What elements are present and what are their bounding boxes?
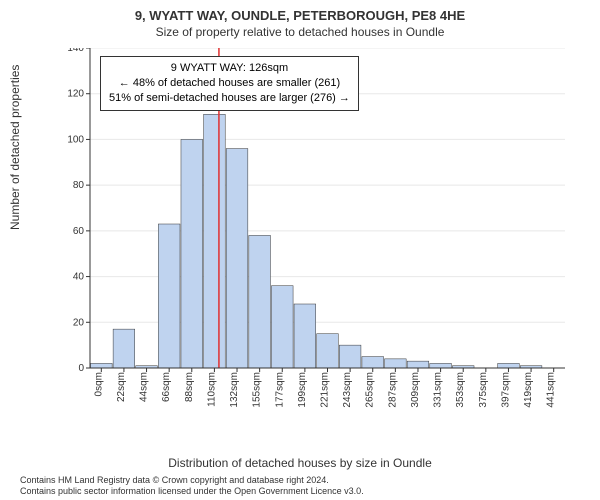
- svg-text:155sqm: 155sqm: [252, 372, 263, 408]
- bar: [91, 363, 113, 368]
- svg-text:353sqm: 353sqm: [455, 372, 466, 408]
- svg-text:397sqm: 397sqm: [500, 372, 511, 408]
- bar: [362, 357, 384, 368]
- svg-text:60: 60: [73, 226, 85, 237]
- svg-text:100: 100: [67, 134, 84, 145]
- chart-container: 9, WYATT WAY, OUNDLE, PETERBOROUGH, PE8 …: [0, 0, 600, 500]
- x-axis-label: Distribution of detached houses by size …: [0, 456, 600, 470]
- bar: [294, 304, 316, 368]
- svg-text:66sqm: 66sqm: [161, 372, 172, 402]
- annotation-line2: ← 48% of detached houses are smaller (26…: [109, 76, 350, 91]
- svg-text:44sqm: 44sqm: [139, 372, 150, 402]
- bar: [407, 361, 429, 368]
- svg-text:88sqm: 88sqm: [184, 372, 195, 402]
- svg-text:419sqm: 419sqm: [523, 372, 534, 408]
- bar: [181, 139, 203, 368]
- svg-text:20: 20: [73, 317, 85, 328]
- bar: [339, 345, 361, 368]
- svg-text:0sqm: 0sqm: [93, 372, 104, 396]
- footer-line1: Contains HM Land Registry data © Crown c…: [20, 475, 364, 487]
- bar: [317, 334, 339, 368]
- annotation-line3: 51% of semi-detached houses are larger (…: [109, 91, 350, 106]
- svg-text:132sqm: 132sqm: [229, 372, 240, 408]
- svg-text:22sqm: 22sqm: [116, 372, 127, 402]
- svg-text:177sqm: 177sqm: [274, 372, 285, 408]
- bar: [385, 359, 407, 368]
- bar: [271, 286, 293, 368]
- svg-text:375sqm: 375sqm: [478, 372, 489, 408]
- svg-text:110sqm: 110sqm: [206, 372, 217, 407]
- annotation-line1: 9 WYATT WAY: 126sqm: [109, 61, 350, 76]
- svg-text:80: 80: [73, 180, 85, 191]
- svg-text:441sqm: 441sqm: [546, 372, 557, 408]
- svg-text:331sqm: 331sqm: [433, 372, 444, 408]
- svg-text:221sqm: 221sqm: [320, 372, 331, 408]
- bar: [430, 363, 452, 368]
- bar: [158, 224, 180, 368]
- svg-text:309sqm: 309sqm: [410, 372, 421, 408]
- svg-text:140: 140: [67, 48, 84, 54]
- chart-title: 9, WYATT WAY, OUNDLE, PETERBOROUGH, PE8 …: [0, 0, 600, 23]
- bar: [113, 329, 135, 368]
- bar: [498, 363, 520, 368]
- svg-text:40: 40: [73, 272, 85, 283]
- svg-text:287sqm: 287sqm: [387, 372, 398, 408]
- svg-text:0: 0: [78, 363, 84, 374]
- bar: [226, 149, 248, 368]
- bar: [249, 235, 271, 368]
- bar: [204, 114, 226, 368]
- annotation-box: 9 WYATT WAY: 126sqm ← 48% of detached ho…: [100, 56, 359, 111]
- y-axis-label: Number of detached properties: [8, 65, 22, 230]
- svg-text:120: 120: [67, 89, 84, 100]
- svg-text:199sqm: 199sqm: [297, 372, 308, 408]
- svg-text:243sqm: 243sqm: [342, 372, 353, 408]
- footer: Contains HM Land Registry data © Crown c…: [20, 475, 364, 498]
- svg-text:265sqm: 265sqm: [365, 372, 376, 408]
- footer-line2: Contains public sector information licen…: [20, 486, 364, 498]
- chart-subtitle: Size of property relative to detached ho…: [0, 23, 600, 39]
